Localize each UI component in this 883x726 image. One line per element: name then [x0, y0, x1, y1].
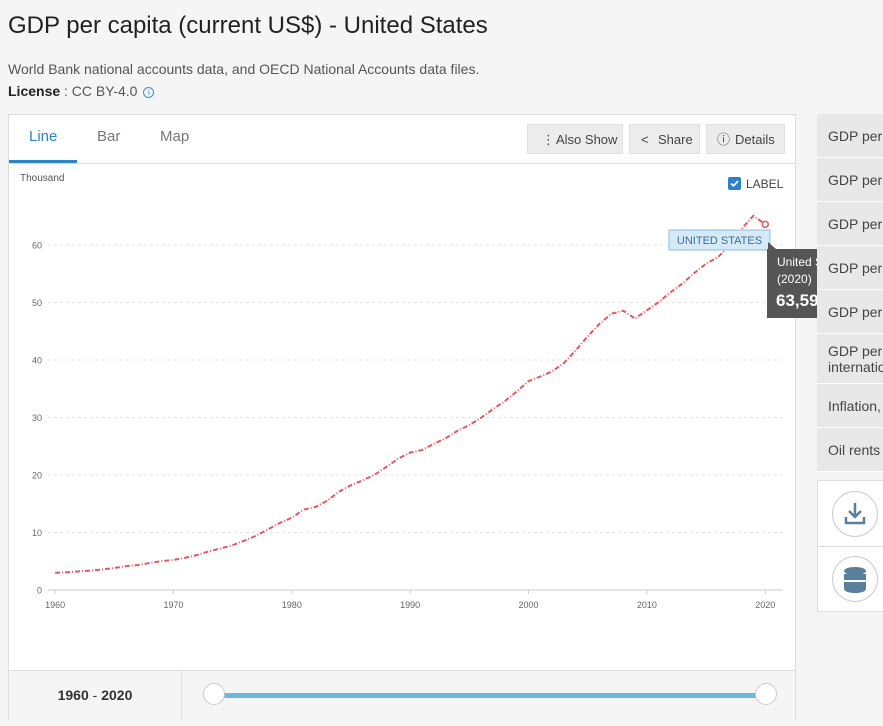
related-indicator[interactable]: GDP per [817, 202, 883, 246]
range-label: 1960 - 2020 [9, 671, 182, 720]
related-indicator[interactable]: GDP per [817, 158, 883, 202]
related-indicator[interactable]: Oil rents [817, 428, 883, 472]
related-indicator[interactable]: GDP per [817, 290, 883, 334]
unit-label: Thousand [20, 173, 64, 184]
label-toggle[interactable]: LABEL [746, 177, 784, 191]
y-tick-label: 60 [32, 241, 42, 251]
divider [818, 546, 883, 547]
related-indicator[interactable]: Inflation, [817, 384, 883, 428]
checkmark [730, 180, 739, 188]
related-indicator[interactable]: GDP per [817, 246, 883, 290]
range-separator: - [92, 687, 98, 703]
tooltip-name: United States [777, 255, 817, 269]
slider-handle[interactable] [203, 683, 225, 705]
x-tick-label: 1980 [282, 600, 302, 610]
slider-track [214, 693, 767, 698]
y-tick-label: 50 [32, 298, 42, 308]
y-tick-label: 10 [32, 528, 42, 538]
related-indicator[interactable]: GDP per [817, 114, 883, 158]
tooltip [767, 249, 817, 318]
license-label: License [8, 83, 61, 99]
x-tick-label: 1990 [400, 600, 420, 610]
x-tick-label: 2000 [519, 600, 539, 610]
tooltip-period: (2020) [777, 272, 812, 286]
button-label: Share [658, 132, 693, 147]
database-icon [844, 567, 866, 593]
label-checkbox[interactable] [728, 177, 741, 190]
download-button[interactable] [832, 491, 878, 537]
range-bar: 1960 - 2020 [9, 670, 795, 720]
range-end: 2020 [101, 687, 133, 703]
tab[interactable]: Bar [97, 128, 121, 145]
source-note: World Bank national accounts data, and O… [8, 61, 480, 77]
series-label: UNITED STATES [677, 235, 762, 247]
series-label-box [668, 229, 771, 251]
share-button[interactable]: < Share [629, 124, 700, 154]
also-show-button[interactable]: ⋮ Also Show [527, 124, 623, 154]
tools-panel [817, 480, 883, 612]
range-start: 1960 [57, 687, 89, 703]
x-tick-label: 2020 [755, 600, 775, 610]
chart: Thousand LABEL 0 10 20 30 40 50 60 1960 1970 1980… [20, 173, 817, 610]
license: License : CC BY-4.0 i [8, 83, 155, 99]
button-label: Also Show [556, 132, 618, 147]
tab[interactable]: Line [29, 128, 58, 145]
tab-indicator [9, 160, 77, 163]
y-tick-label: 30 [32, 413, 42, 423]
info-icon[interactable]: i [143, 87, 155, 98]
license-value: : CC BY-4.0 [64, 83, 138, 99]
details-button[interactable]: ⓘ Details [706, 124, 785, 154]
related-indicator[interactable]: GDP per internatio [817, 334, 883, 384]
x-tick-label: 1960 [45, 600, 65, 610]
y-tick-label: 0 [37, 586, 42, 596]
series-line [55, 214, 766, 574]
download-icon [844, 503, 866, 525]
tooltip-value: 63,593.444 [776, 291, 817, 310]
tab[interactable]: Map [160, 128, 190, 145]
tab-bar: Line Bar Map ⋮ Also Show < Share ⓘ Details [9, 115, 795, 164]
button-label: Details [735, 132, 775, 147]
hover-point [761, 220, 769, 229]
databank-button[interactable] [832, 556, 878, 602]
y-tick-label: 20 [32, 471, 42, 481]
x-tick-label: 2010 [637, 600, 657, 610]
x-tick-label: 1970 [163, 600, 183, 610]
y-tick-label: 40 [32, 356, 42, 366]
page-title: GDP per capita (current US$) - United St… [8, 12, 488, 39]
slider-handle[interactable] [755, 683, 777, 705]
